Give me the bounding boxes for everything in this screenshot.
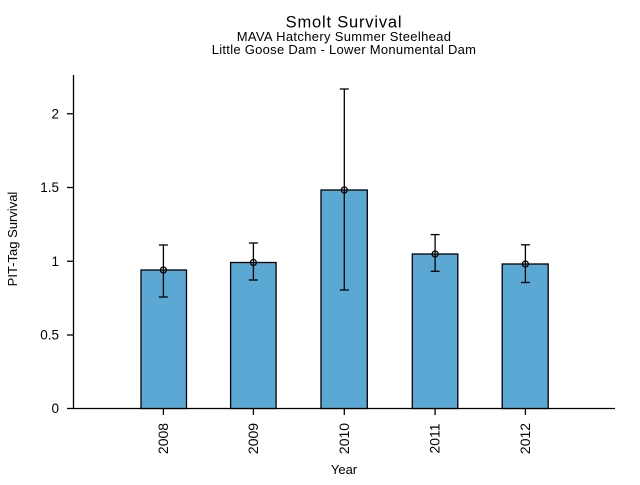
svg-text:2: 2 <box>51 106 59 121</box>
svg-text:Smolt Survival: Smolt Survival <box>286 14 403 32</box>
svg-text:Year: Year <box>331 462 358 477</box>
svg-text:2008: 2008 <box>155 423 171 454</box>
svg-text:2011: 2011 <box>427 423 443 453</box>
svg-text:2009: 2009 <box>245 423 261 454</box>
svg-text:MAVA Hatchery Summer Steelhead: MAVA Hatchery Summer Steelhead <box>237 29 452 44</box>
svg-text:Little Goose Dam - Lower Monum: Little Goose Dam - Lower Monumental Dam <box>212 42 477 57</box>
svg-text:1: 1 <box>51 254 59 269</box>
svg-text:1.5: 1.5 <box>40 180 59 195</box>
svg-text:2012: 2012 <box>517 423 533 454</box>
svg-text:0.5: 0.5 <box>40 328 59 343</box>
svg-text:2010: 2010 <box>336 423 352 454</box>
svg-text:0: 0 <box>51 401 59 416</box>
svg-text:PIT-Tag Survival: PIT-Tag Survival <box>5 192 20 287</box>
